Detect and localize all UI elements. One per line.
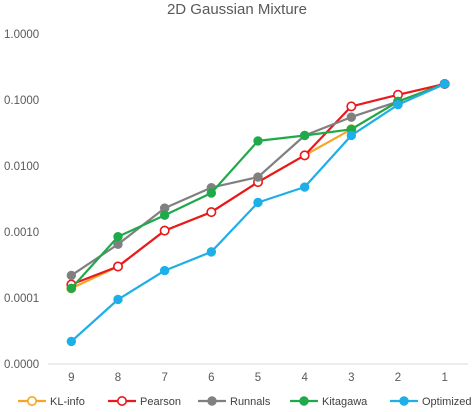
legend-marker-kl-info <box>26 395 37 406</box>
data-point-optimized <box>113 294 123 305</box>
chart-title: 2D Gaussian Mixture <box>167 1 307 18</box>
data-point-pearson <box>346 101 357 112</box>
data-point-kitagawa <box>299 130 310 141</box>
y-tick-label: 0.0000 <box>4 359 39 371</box>
data-point-optimized <box>299 182 310 192</box>
data-point-optimized <box>159 265 170 276</box>
x-tick-label: 6 <box>208 372 214 384</box>
data-point-pearson <box>206 207 217 218</box>
y-tick-label: 0.1000 <box>4 95 39 107</box>
y-tick-label: 1.0000 <box>4 29 39 41</box>
data-point-pearson <box>113 261 124 272</box>
data-point-pearson <box>299 150 310 161</box>
data-point-kitagawa <box>66 283 77 294</box>
data-point-optimized <box>346 130 357 141</box>
legend-label-kitagawa: Kitagawa <box>322 396 368 408</box>
legend-label-kl-info: KL-info <box>50 396 85 408</box>
data-point-runnals <box>346 112 357 122</box>
x-tick-label: 2 <box>395 372 401 384</box>
data-point-optimized <box>393 99 403 110</box>
x-tick-label: 1 <box>441 372 447 384</box>
legend-marker-runnals <box>207 396 217 406</box>
data-point-optimized <box>66 336 77 347</box>
legend-label-runnals: Runnals <box>230 396 271 408</box>
x-tick-label: 7 <box>161 372 167 384</box>
data-point-pearson <box>159 225 170 236</box>
series-line-optimized <box>70 82 446 343</box>
data-point-optimized <box>439 79 450 89</box>
x-tick-label: 9 <box>68 372 74 384</box>
y-tick-label: 0.0010 <box>4 227 39 239</box>
x-tick-label: 8 <box>115 372 121 384</box>
data-point-kitagawa <box>159 210 170 220</box>
data-point-kitagawa <box>206 188 217 198</box>
x-tick-label: 4 <box>301 372 308 384</box>
data-point-kitagawa <box>253 136 263 146</box>
legend-marker-pearson <box>117 395 128 406</box>
x-tick-label: 3 <box>348 372 354 384</box>
y-tick-label: 0.0100 <box>4 161 39 173</box>
data-point-kitagawa <box>113 231 123 242</box>
legend-marker-kitagawa <box>299 396 309 406</box>
data-point-optimized <box>206 247 217 257</box>
data-point-runnals <box>253 172 263 182</box>
legend-label-pearson: Pearson <box>140 396 181 408</box>
data-point-optimized <box>253 197 263 208</box>
legend-marker-optimized <box>399 396 409 406</box>
x-tick-label: 5 <box>255 372 261 384</box>
y-tick-label: 0.0001 <box>4 293 39 305</box>
data-point-runnals <box>66 270 77 281</box>
legend-label-optimized: Optimized <box>422 396 472 408</box>
